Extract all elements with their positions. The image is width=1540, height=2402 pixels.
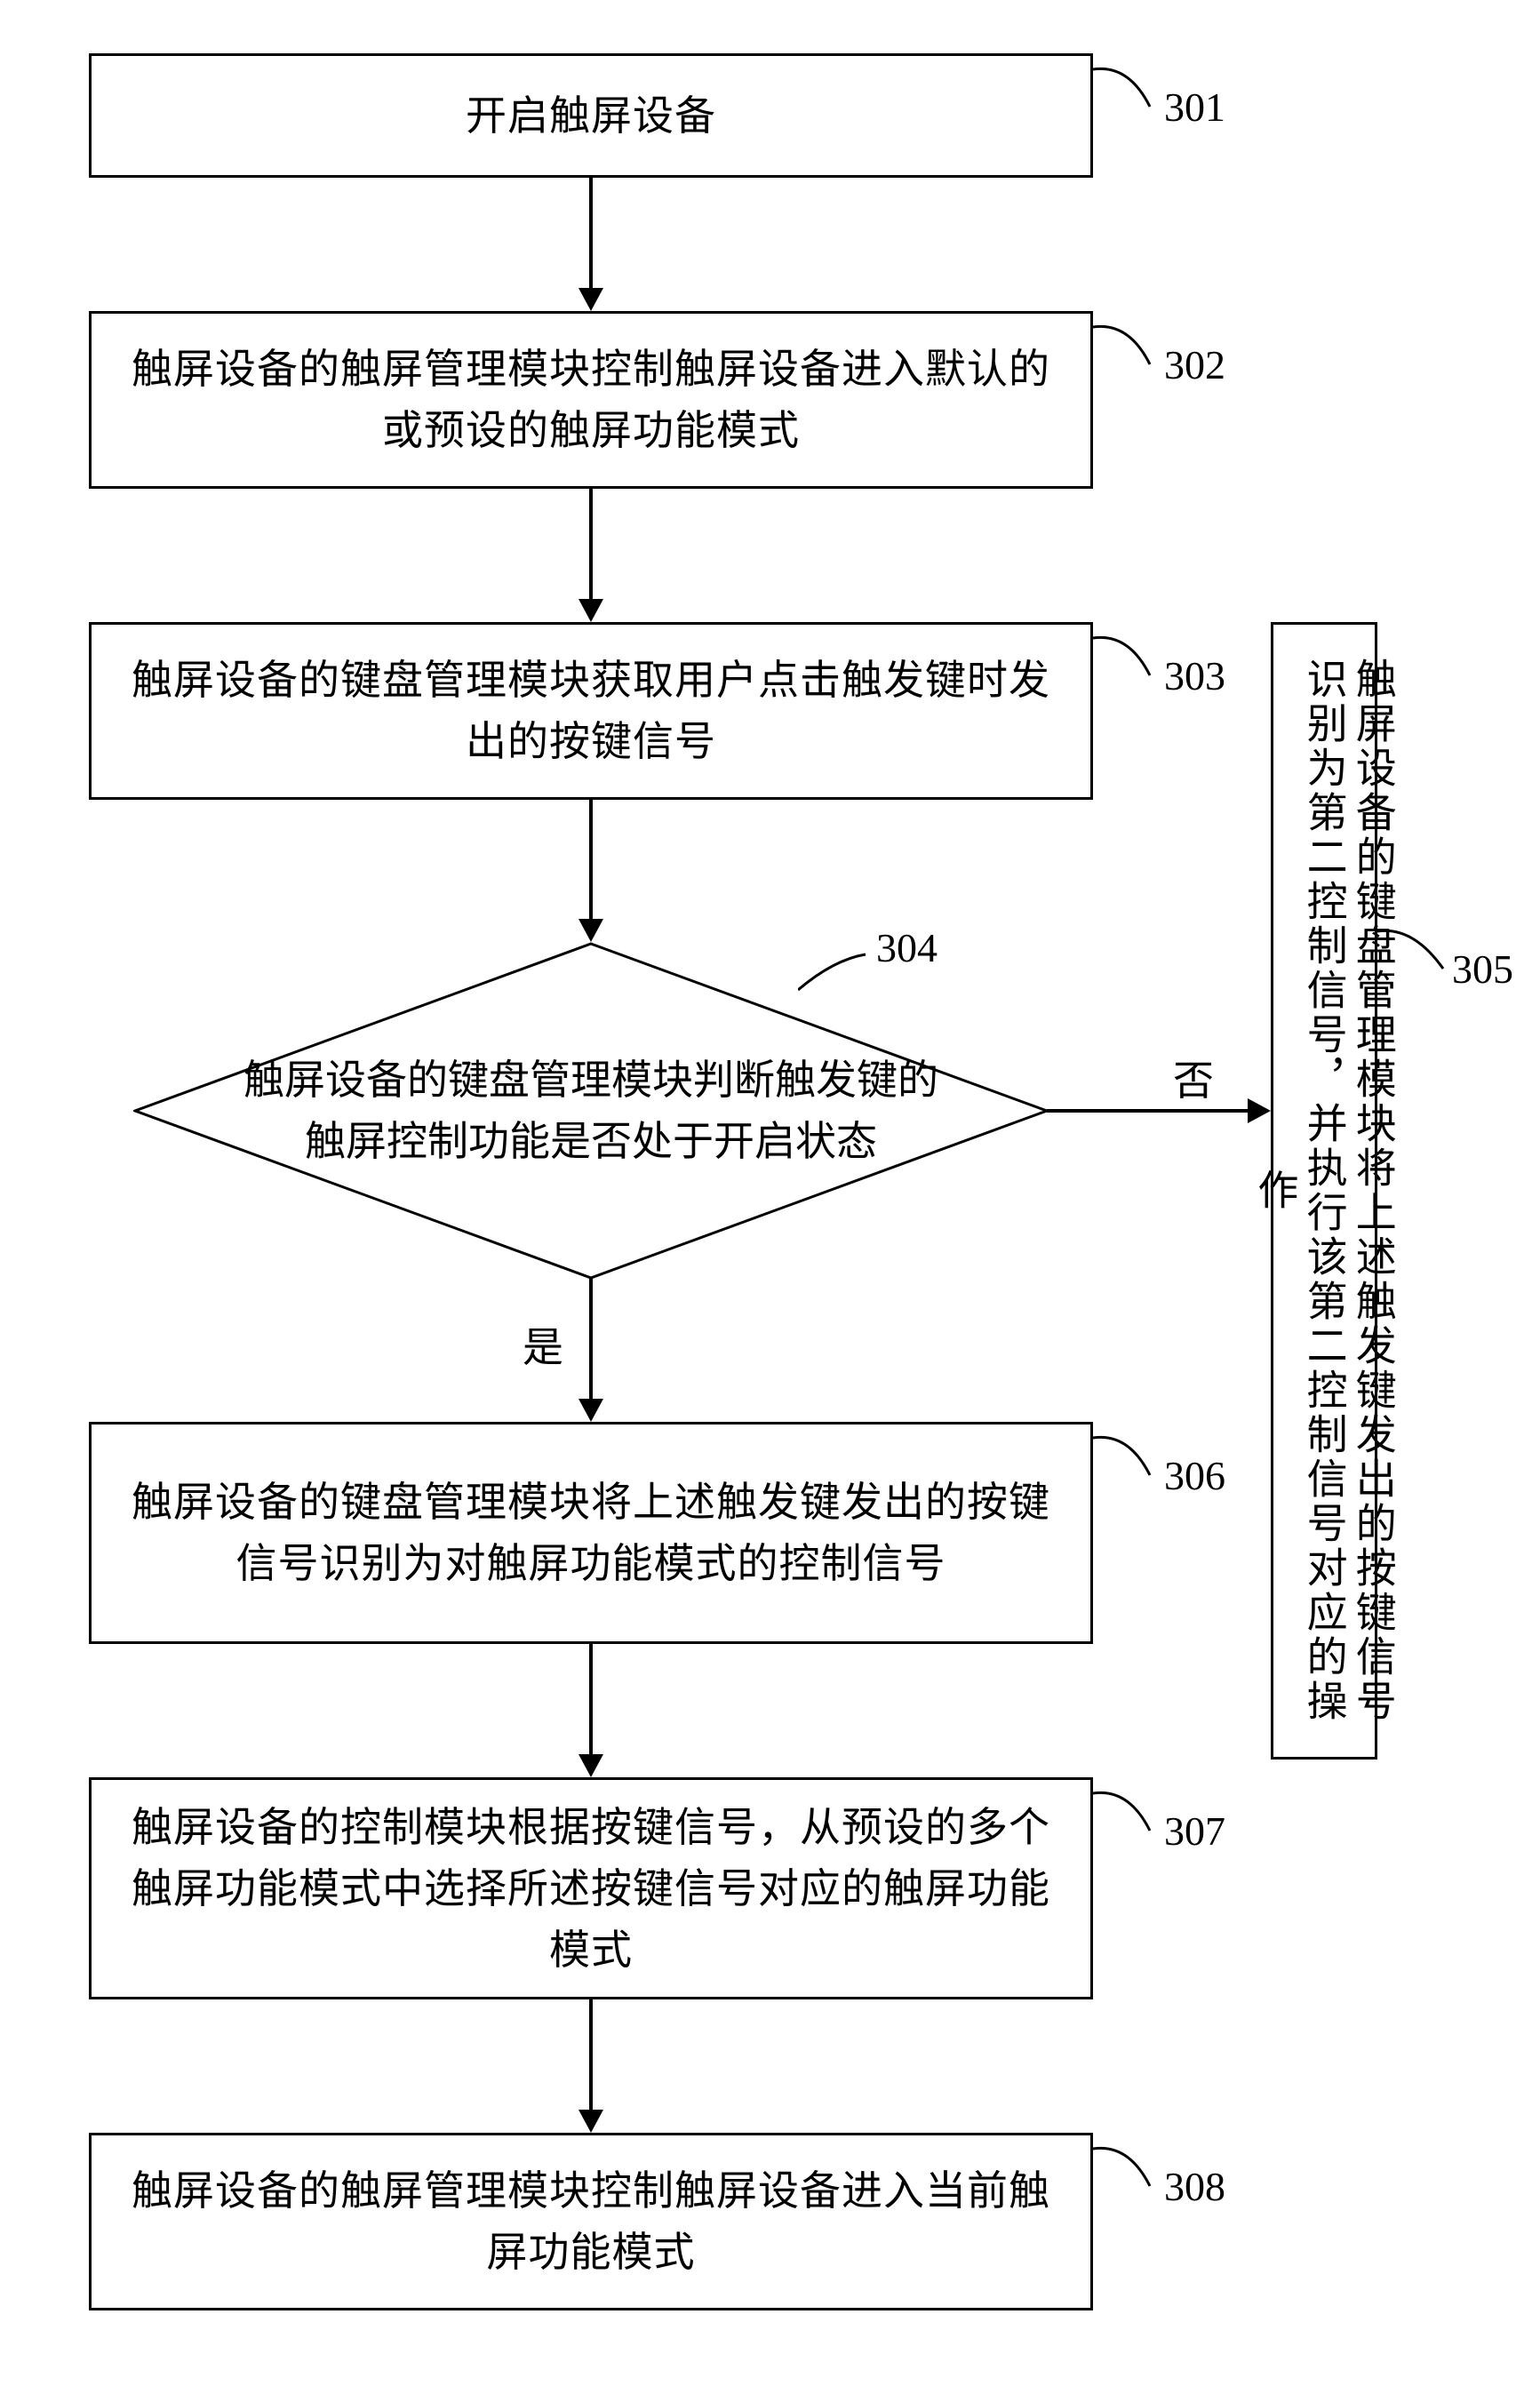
label-308: 308 (1159, 2163, 1231, 2210)
node-308-text: 触屏设备的触屏管理模块控制触屏设备进入当前触屏功能模式 (116, 2160, 1065, 2283)
node-307-text: 触屏设备的控制模块根据按键信号，从预设的多个触屏功能模式中选择所述按键信号对应的… (116, 1797, 1065, 1981)
arrow-301-302 (589, 178, 593, 290)
lead-308 (1093, 2142, 1155, 2195)
lead-302 (1093, 320, 1155, 373)
lead-301 (1093, 62, 1155, 116)
node-302: 触屏设备的触屏管理模块控制触屏设备进入默认的或预设的触屏功能模式 (89, 311, 1093, 489)
label-303: 303 (1159, 652, 1231, 699)
flowchart-canvas: 开启触屏设备 301 触屏设备的触屏管理模块控制触屏设备进入默认的或预设的触屏功… (27, 36, 1513, 2366)
edge-label-yes: 是 (523, 1315, 563, 1374)
arrow-304-305 (1047, 1109, 1248, 1113)
node-303-text: 触屏设备的键盘管理模块获取用户点击触发键时发出的按键信号 (116, 650, 1065, 772)
node-305-text: 触屏设备的键盘管理模块将上述触发键发出的按键信号识别为第二控制信号，并执行该第二… (1250, 646, 1398, 1736)
label-301: 301 (1159, 84, 1231, 131)
label-305: 305 (1447, 946, 1519, 993)
node-303: 触屏设备的键盘管理模块获取用户点击触发键时发出的按键信号 (89, 622, 1093, 800)
label-302: 302 (1159, 341, 1231, 388)
label-307: 307 (1159, 1807, 1231, 1855)
arrow-302-303 (589, 489, 593, 601)
node-304-text: 触屏设备的键盘管理模块判断触发键的触屏控制功能是否处于开启状态 (234, 1049, 947, 1172)
node-301-text: 开启触屏设备 (466, 85, 716, 147)
label-306: 306 (1159, 1452, 1231, 1499)
node-304: 触屏设备的键盘管理模块判断触发键的触屏控制功能是否处于开启状态 (133, 942, 1049, 1280)
lead-304 (798, 951, 869, 995)
arrow-304-306 (589, 1278, 593, 1401)
lead-307 (1093, 1786, 1155, 1839)
arrow-306-307 (589, 1644, 593, 1756)
lead-306 (1093, 1431, 1155, 1484)
node-305: 触屏设备的键盘管理模块将上述触发键发出的按键信号识别为第二控制信号，并执行该第二… (1271, 622, 1377, 1760)
edge-label-no: 否 (1173, 1049, 1214, 1107)
lead-303 (1093, 631, 1155, 684)
arrowhead-304-306 (578, 1399, 603, 1422)
node-307: 触屏设备的控制模块根据按键信号，从预设的多个触屏功能模式中选择所述按键信号对应的… (89, 1777, 1093, 1999)
arrowhead-301-302 (578, 288, 603, 311)
lead-305 (1377, 924, 1448, 978)
arrow-303-304 (589, 800, 593, 921)
arrowhead-307-308 (578, 2110, 603, 2133)
arrowhead-302-303 (578, 599, 603, 622)
node-302-text: 触屏设备的触屏管理模块控制触屏设备进入默认的或预设的触屏功能模式 (116, 339, 1065, 461)
arrowhead-303-304 (578, 919, 603, 942)
node-306: 触屏设备的键盘管理模块将上述触发键发出的按键信号识别为对触屏功能模式的控制信号 (89, 1422, 1093, 1644)
node-308: 触屏设备的触屏管理模块控制触屏设备进入当前触屏功能模式 (89, 2133, 1093, 2310)
arrowhead-306-307 (578, 1754, 603, 1777)
node-301: 开启触屏设备 (89, 53, 1093, 178)
node-306-text: 触屏设备的键盘管理模块将上述触发键发出的按键信号识别为对触屏功能模式的控制信号 (116, 1472, 1065, 1594)
label-304: 304 (871, 924, 943, 971)
arrow-307-308 (589, 1999, 593, 2111)
